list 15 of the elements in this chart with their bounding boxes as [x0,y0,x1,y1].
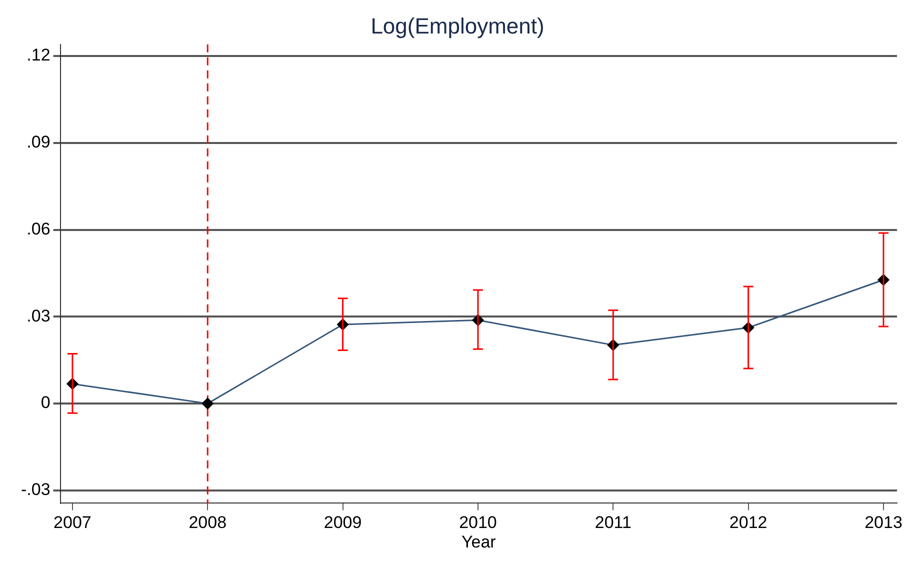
y-tick-label: .09 [26,132,50,152]
x-tick-label: 2008 [188,513,227,532]
y-tick-label: -.03 [20,480,50,500]
x-tick-label: 2013 [864,513,902,532]
y-tick-label: .03 [26,306,50,326]
x-axis-title: Year [461,532,496,552]
chart-title: Log(Employment) [370,13,544,38]
x-tick-label: 2009 [324,513,362,532]
y-tick-label: .06 [26,219,50,238]
y-tick-label: 0 [40,393,50,412]
x-tick-label: 2010 [459,513,497,532]
x-tick-label: 2011 [594,513,632,532]
x-tick-label: 2012 [729,513,768,532]
x-tick-label: 2007 [54,513,92,532]
y-tick-label: .12 [26,46,50,65]
